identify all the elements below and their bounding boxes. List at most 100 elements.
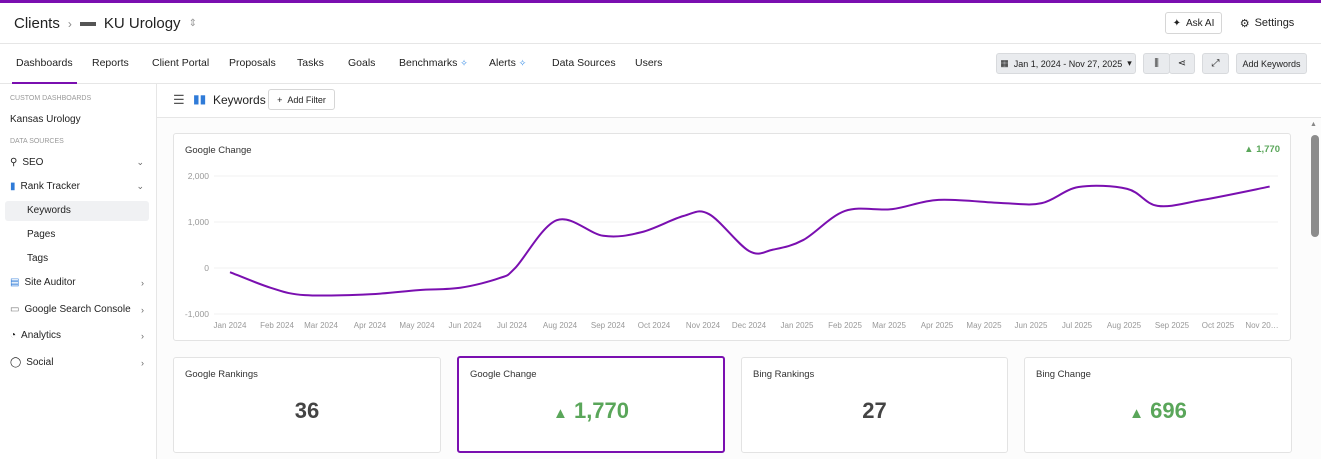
chevron-down-icon: ⌄ [136,157,144,167]
sidebar-item-seo[interactable]: ⚲ SEO ⌄ [10,157,148,168]
tab-tasks[interactable]: Tasks [297,57,324,69]
sidebar-item-label: Social [26,357,54,368]
custom-dashboards-heading: CUSTOM DASHBOARDS [10,95,92,102]
metric-value-text: 1,770 [573,398,630,423]
bar-chart-icon: ▮ [10,181,16,192]
scrollbar-thumb[interactable] [1311,135,1319,237]
tab-dashboards[interactable]: Dashboards [12,57,77,84]
main-nav: Dashboards Reports Client Portal Proposa… [0,44,1321,84]
x-tick-label: Mar 2025 [872,321,906,330]
x-tick-label: Jul 2025 [1062,321,1093,330]
x-tick-label: Jun 2025 [1015,321,1048,330]
data-sources-heading: DATA SOURCES [10,138,64,145]
sparkle-icon: ✧ [460,58,468,68]
client-name[interactable]: KU Urology [103,15,181,32]
sidebar-sub-keywords[interactable]: Keywords [5,201,149,221]
tab-data-sources[interactable]: Data Sources [552,57,616,69]
x-tick-label: Jan 2024 [214,321,247,330]
triangle-up-icon: ▲ [1129,405,1144,422]
x-tick-label: Apr 2025 [921,321,954,330]
tab-users[interactable]: Users [635,57,663,69]
tab-reports[interactable]: Reports [92,57,129,69]
ask-ai-button[interactable]: ✦ Ask AI [1165,12,1222,34]
metric-card-bing-rankings[interactable]: Bing Rankings 27 [741,357,1008,453]
metric-title: Google Change [470,369,537,380]
metric-title: Bing Change [1036,369,1091,380]
plus-icon: + [277,94,283,105]
x-tick-label: Jul 2024 [497,321,528,330]
add-keywords-button[interactable]: Add Keywords [1236,53,1307,74]
ask-ai-label: Ask AI [1186,17,1215,29]
date-range-picker[interactable]: ▦ Jan 1, 2024 - Nov 27, 2025 ▾ [996,53,1136,74]
breadcrumb: Clients › KU Urology ⇕ [14,15,197,32]
y-tick-label: 1,000 [188,217,210,227]
sidebar-item-label: Analytics [21,330,62,341]
sidebar-item-analytics[interactable]: ◔ Analytics › [10,330,148,341]
chevron-right-icon: › [141,330,144,341]
console-icon: ▭ [10,304,20,315]
chevron-right-icon: › [141,277,144,288]
sidebar-item-label: Rank Tracker [20,181,80,192]
x-tick-label: May 2025 [966,321,1002,330]
header: Clients › KU Urology ⇕ ✦ Ask AI ⚙ Settings [0,3,1321,44]
x-tick-label: Nov 2024 [686,321,721,330]
metric-value: ▲ 696 [1025,398,1291,424]
metric-card-google-change[interactable]: Google Change ▲ 1,770 [457,356,725,453]
sidebar-item-kansas-urology[interactable]: Kansas Urology [10,114,81,125]
google-change-chart-card: Google Change ▲ 1,770 [173,133,1291,341]
x-tick-label: Aug 2025 [1107,321,1142,330]
x-tick-label: May 2024 [399,321,435,330]
scroll-up-icon[interactable]: ▲ [1310,121,1317,128]
x-tick-label: Apr 2024 [354,321,387,330]
sidebar-sub-pages[interactable]: Pages [27,229,56,240]
breadcrumb-clients[interactable]: Clients [14,15,60,32]
tab-alerts[interactable]: Alerts ✧ [489,57,526,69]
x-tick-label: Feb 2025 [828,321,862,330]
tab-client-portal[interactable]: Client Portal [152,57,210,69]
add-filter-label: Add Filter [287,94,326,105]
metric-value: ▲ 1,770 [459,398,723,424]
sidebar-sub-tags[interactable]: Tags [27,253,49,264]
metric-card-bing-change[interactable]: Bing Change ▲ 696 [1024,357,1292,453]
tab-benchmarks[interactable]: Benchmarks ✧ [399,57,468,69]
chevron-right-icon: › [141,304,144,315]
menu-icon[interactable]: ☰ [173,92,185,107]
x-tick-label: Sep 2024 [591,321,626,330]
tab-alerts-label: Alerts [489,57,516,69]
settings-button[interactable]: ⚙ Settings [1232,12,1302,34]
date-range-label: Jan 1, 2024 - Nov 27, 2025 [1013,58,1123,69]
chat-icon: ◯ [10,357,22,368]
share-button[interactable]: ⋖ [1169,53,1195,74]
sidebar-item-rank-tracker[interactable]: ▮ Rank Tracker ⌄ [10,181,148,192]
gear-icon: ⚙ [1239,17,1250,30]
expand-button[interactable]: ⤢ [1202,53,1229,74]
client-logo [79,21,96,26]
sidebar-item-label: SEO [22,157,44,168]
dashboard-toolbar: ☰ ▮▮ Keywords + Add Filter [157,84,1321,118]
triangle-up-icon: ▲ [552,405,568,422]
y-tick-label: -1,000 [185,309,209,319]
metric-value: 27 [862,398,887,423]
settings-label: Settings [1254,17,1295,29]
switch-client-icon[interactable]: ⇕ [188,18,197,29]
sidebar-item-social[interactable]: ◯ Social › [10,357,148,368]
metric-value-text: 696 [1150,398,1187,423]
triangle-up-icon: ▲ [1244,144,1254,155]
x-tick-label: Dec 2024 [732,321,767,330]
sidebar-item-site-auditor[interactable]: ▤ Site Auditor › [10,277,148,288]
tab-goals[interactable]: Goals [348,57,376,69]
search-icon: ⚲ [10,157,18,168]
x-tick-label: Oct 2025 [1202,321,1235,330]
metric-value: 36 [294,398,320,423]
sidebar: CUSTOM DASHBOARDS Kansas Urology DATA SO… [0,84,157,459]
share-icon: ⋖ [1177,58,1187,69]
x-tick-label: Aug 2024 [543,321,578,330]
metric-card-google-rankings[interactable]: Google Rankings 36 [173,357,441,453]
chevron-down-icon: ⌄ [136,181,144,191]
add-filter-button[interactable]: + Add Filter [268,89,335,110]
chevron-right-icon: › [141,357,144,368]
sidebar-item-google-search-console[interactable]: ▭ Google Search Console › [10,304,148,315]
tab-proposals[interactable]: Proposals [229,57,276,69]
x-tick-label: Feb 2024 [260,321,294,330]
